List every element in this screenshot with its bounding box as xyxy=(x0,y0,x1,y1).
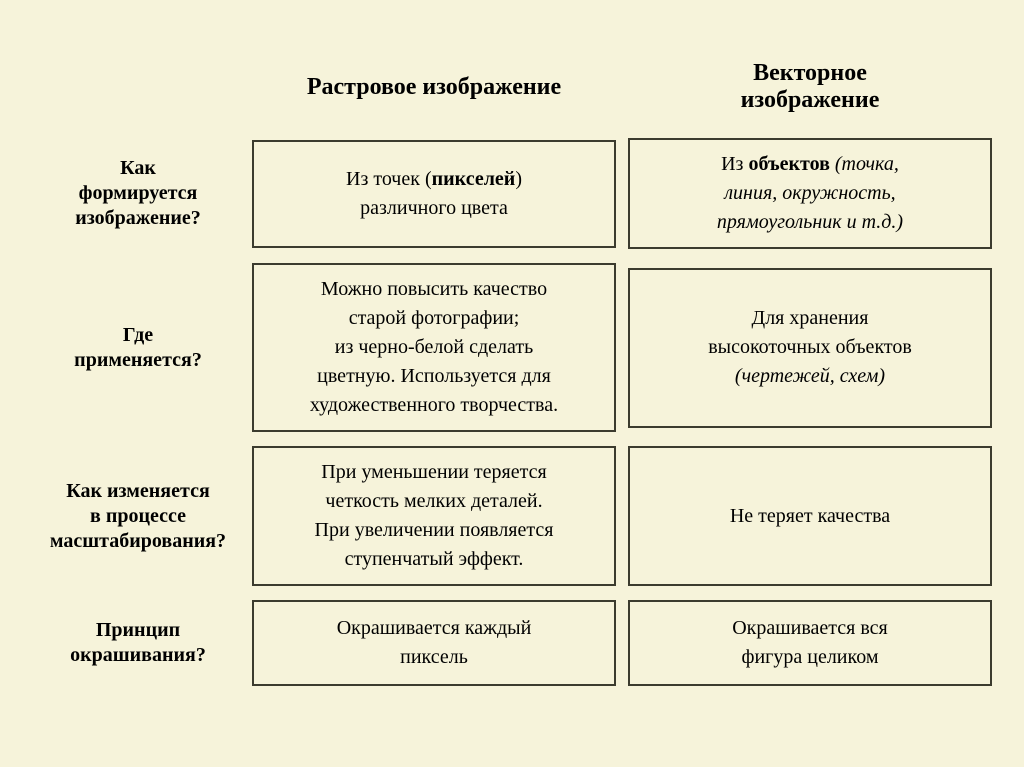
row-label-formation: Какформируетсяизображение? xyxy=(40,156,240,231)
row-label-scaling: Как изменяетсяв процессемасштабирования? xyxy=(40,479,240,554)
cell-formation-raster: Из точек (пикселей)различного цвета xyxy=(252,140,616,248)
column-header-raster: Растровое изображение xyxy=(252,74,616,111)
cell-scaling-raster: При уменьшении теряетсячеткость мелких д… xyxy=(252,446,616,586)
row-label-coloring: Принципокрашивания? xyxy=(40,618,240,668)
row-label-usage: Гдеприменяется? xyxy=(40,323,240,373)
cell-usage-raster: Можно повысить качествостарой фотографии… xyxy=(252,263,616,432)
cell-scaling-vector: Не теряет качества xyxy=(628,446,992,586)
cell-usage-vector: Для хранениявысокоточных объектов(чертеж… xyxy=(628,268,992,428)
comparison-table: Растровое изображение Векторноеизображен… xyxy=(0,0,1024,726)
column-header-vector: Векторноеизображение xyxy=(628,60,992,124)
cell-coloring-vector: Окрашивается всяфигура целиком xyxy=(628,600,992,686)
cell-formation-vector: Из объектов (точка,линия, окружность,пря… xyxy=(628,138,992,249)
cell-coloring-raster: Окрашивается каждыйпиксель xyxy=(252,600,616,686)
